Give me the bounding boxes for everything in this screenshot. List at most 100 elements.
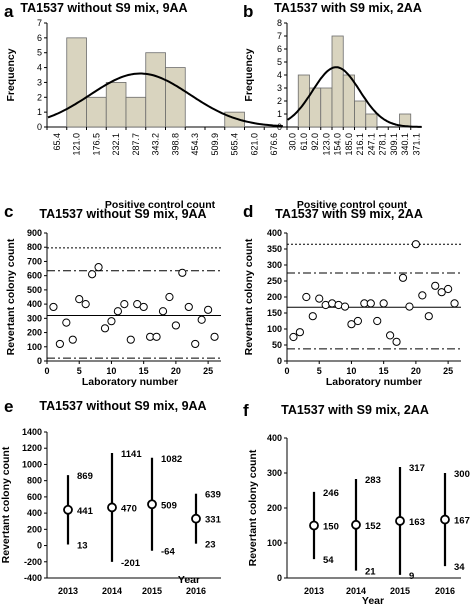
histogram-bar bbox=[331, 35, 344, 128]
chart-panel-b: b TA1537 with S9 mix, 2AA 0 1 2 3 4 5 6 7 8 30.0 61.… bbox=[243, 1, 422, 211]
data-point bbox=[94, 263, 103, 272]
x-tick-label: 2014 bbox=[102, 586, 122, 596]
x-axis-label: Positive control count bbox=[105, 199, 216, 211]
data-point bbox=[49, 302, 58, 312]
y-tick-label: 0 bbox=[277, 122, 282, 132]
panel-label: a bbox=[4, 2, 14, 21]
x-tick-label: 0 bbox=[284, 366, 289, 376]
x-tick-label: 25 bbox=[443, 366, 453, 376]
data-point bbox=[184, 302, 193, 312]
y-tick-label: 3 bbox=[37, 77, 42, 87]
mean-marker bbox=[147, 499, 157, 510]
y-axis-label: Revertant colony count bbox=[243, 238, 255, 355]
lower-label: 13 bbox=[77, 541, 88, 552]
y-tick-label: 300 bbox=[267, 468, 282, 478]
mean-label: 470 bbox=[121, 503, 137, 514]
data-point bbox=[315, 294, 324, 303]
lower-label: 21 bbox=[365, 567, 376, 578]
y-tick-label: 2 bbox=[277, 96, 282, 106]
chart-title: TA1537 without S9 mix, 9AA bbox=[20, 1, 187, 15]
y-tick-label: 8 bbox=[277, 18, 282, 28]
y-tick-label: 600 bbox=[27, 492, 42, 502]
y-tick-label: 500 bbox=[27, 285, 42, 295]
mean-marker bbox=[191, 513, 201, 524]
chart-title: TA1537 with S9 mix, 2AA bbox=[281, 403, 429, 417]
upper-label: 1082 bbox=[161, 454, 182, 465]
x-tick-label: 2015 bbox=[390, 586, 410, 596]
y-tick-label: 5 bbox=[37, 48, 42, 58]
y-tick-label: 7 bbox=[37, 18, 42, 28]
y-tick-label: 200 bbox=[27, 328, 42, 338]
mean-label: 163 bbox=[409, 517, 425, 528]
mean-marker bbox=[440, 514, 450, 525]
data-point bbox=[424, 312, 433, 321]
chart-title: TA1537 without S9 mix, 9AA bbox=[39, 399, 206, 413]
chart-panel-f: f TA1537 with S9 mix, 2AA 0 100 200 300 400 150… bbox=[243, 401, 470, 607]
y-tick-label: 0 bbox=[277, 573, 282, 583]
mean-marker bbox=[63, 504, 73, 515]
lower-label: 54 bbox=[323, 555, 334, 566]
data-point bbox=[308, 312, 317, 321]
data-point bbox=[197, 315, 206, 324]
y-tick-label: 400 bbox=[27, 508, 42, 518]
x-tick-label: 2013 bbox=[58, 586, 78, 596]
histogram-bar bbox=[297, 74, 310, 128]
data-point bbox=[373, 316, 382, 326]
x-tick-label: 20 bbox=[171, 366, 181, 376]
mean-label: 441 bbox=[77, 506, 94, 517]
mean-marker bbox=[395, 516, 405, 526]
y-tick-label: -200 bbox=[24, 557, 42, 567]
histogram-bar bbox=[354, 100, 367, 128]
histogram-bar bbox=[86, 96, 107, 128]
data-point bbox=[81, 300, 90, 309]
y-tick-label: 600 bbox=[27, 271, 42, 281]
y-tick-label: 150 bbox=[267, 308, 282, 318]
x-tick-label: 287.7 bbox=[131, 133, 141, 156]
data-point bbox=[191, 339, 200, 349]
x-tick-label: 2015 bbox=[142, 586, 162, 596]
mean-label: 331 bbox=[205, 515, 222, 526]
histogram-bar bbox=[66, 37, 87, 128]
normal-curve bbox=[287, 66, 422, 128]
x-axis-label: Laboratory number bbox=[326, 376, 422, 388]
x-tick-label: 454.3 bbox=[190, 133, 200, 156]
data-point bbox=[366, 299, 375, 308]
y-tick-label: 700 bbox=[27, 256, 42, 266]
histogram-bar bbox=[105, 82, 127, 128]
data-point bbox=[431, 281, 440, 290]
panel-label: d bbox=[243, 202, 253, 221]
data-point bbox=[302, 292, 311, 302]
data-point bbox=[171, 321, 180, 330]
upper-label: 246 bbox=[323, 488, 339, 499]
histogram-bar bbox=[165, 67, 186, 128]
panel-label: e bbox=[4, 397, 13, 416]
x-tick-label: 232.1 bbox=[111, 133, 121, 156]
y-tick-label: 7 bbox=[277, 31, 282, 41]
data-point bbox=[113, 307, 122, 316]
data-point bbox=[204, 305, 213, 314]
x-tick-label: 25 bbox=[203, 366, 213, 376]
histogram-bar bbox=[145, 52, 166, 128]
data-point bbox=[418, 291, 427, 300]
x-tick-label: 30.0 bbox=[288, 133, 298, 151]
data-point bbox=[152, 332, 161, 341]
x-tick-label: 621.0 bbox=[249, 133, 259, 156]
data-point bbox=[120, 300, 129, 309]
y-tick-label: 100 bbox=[267, 324, 282, 334]
data-point bbox=[392, 337, 401, 346]
data-point bbox=[107, 317, 116, 326]
y-axis-label: Revertant colony count bbox=[0, 446, 12, 563]
y-tick-label: 0 bbox=[37, 541, 42, 551]
y-tick-label: 4 bbox=[277, 70, 282, 80]
data-point bbox=[178, 268, 187, 277]
chart-title: TA1537 with S9 mix, 2AA bbox=[274, 1, 422, 15]
y-tick-label: 2 bbox=[37, 92, 42, 102]
chart-title: TA1537 without S9 mix, 9AA bbox=[39, 207, 206, 221]
y-tick-label: -400 bbox=[24, 573, 42, 583]
x-axis-label: Positive control count bbox=[297, 199, 408, 211]
lower-label: -64 bbox=[161, 547, 175, 558]
data-point bbox=[437, 288, 446, 297]
x-tick-label: 509.9 bbox=[210, 133, 220, 156]
y-tick-label: 250 bbox=[267, 276, 282, 286]
data-point bbox=[386, 331, 395, 340]
